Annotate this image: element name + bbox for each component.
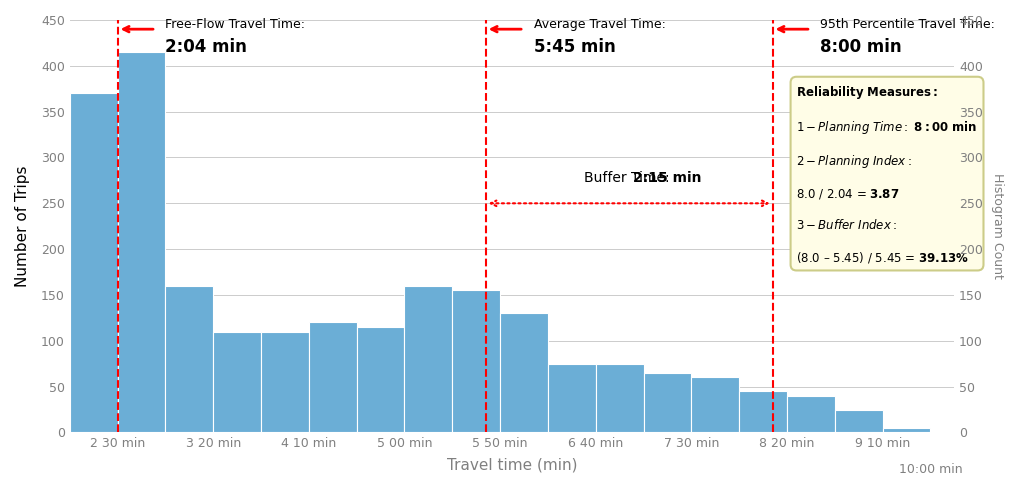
Bar: [404, 286, 453, 432]
Bar: [596, 364, 643, 432]
Text: 2:15 min: 2:15 min: [633, 171, 701, 185]
Bar: [309, 323, 356, 432]
Text: 10:00 min: 10:00 min: [898, 463, 963, 476]
Bar: [453, 290, 500, 432]
Text: Average Travel Time:: Average Travel Time:: [534, 18, 666, 31]
Y-axis label: Number of Trips: Number of Trips: [15, 165, 30, 287]
Bar: [500, 313, 548, 432]
Bar: [786, 396, 835, 432]
Bar: [691, 377, 739, 432]
Text: 95th Percentile Travel Time:: 95th Percentile Travel Time:: [820, 18, 995, 31]
Text: 8:00 min: 8:00 min: [820, 39, 902, 57]
Bar: [643, 373, 691, 432]
Bar: [548, 364, 596, 432]
Bar: [356, 327, 404, 432]
Bar: [166, 286, 213, 432]
Bar: [883, 428, 931, 432]
Text: Free-Flow Travel Time:: Free-Flow Travel Time:: [166, 18, 305, 31]
Text: Buffer Time:: Buffer Time:: [584, 171, 674, 185]
Text: 5:45 min: 5:45 min: [534, 39, 615, 57]
Y-axis label: Histogram Count: Histogram Count: [991, 173, 1004, 279]
Bar: [213, 332, 261, 432]
Bar: [70, 93, 118, 432]
Bar: [118, 52, 166, 432]
Bar: [835, 409, 883, 432]
Text: 2:04 min: 2:04 min: [166, 39, 248, 57]
Text: $\bf{Reliability\ Measures:}$

$\it{1- Planning\ Time:}$ $\bf{8:00\ min}$

$\it{: $\bf{Reliability\ Measures:}$ $\it{1- Pl…: [797, 84, 978, 264]
X-axis label: Travel time (min): Travel time (min): [446, 457, 578, 472]
Bar: [261, 332, 309, 432]
Bar: [739, 391, 786, 432]
